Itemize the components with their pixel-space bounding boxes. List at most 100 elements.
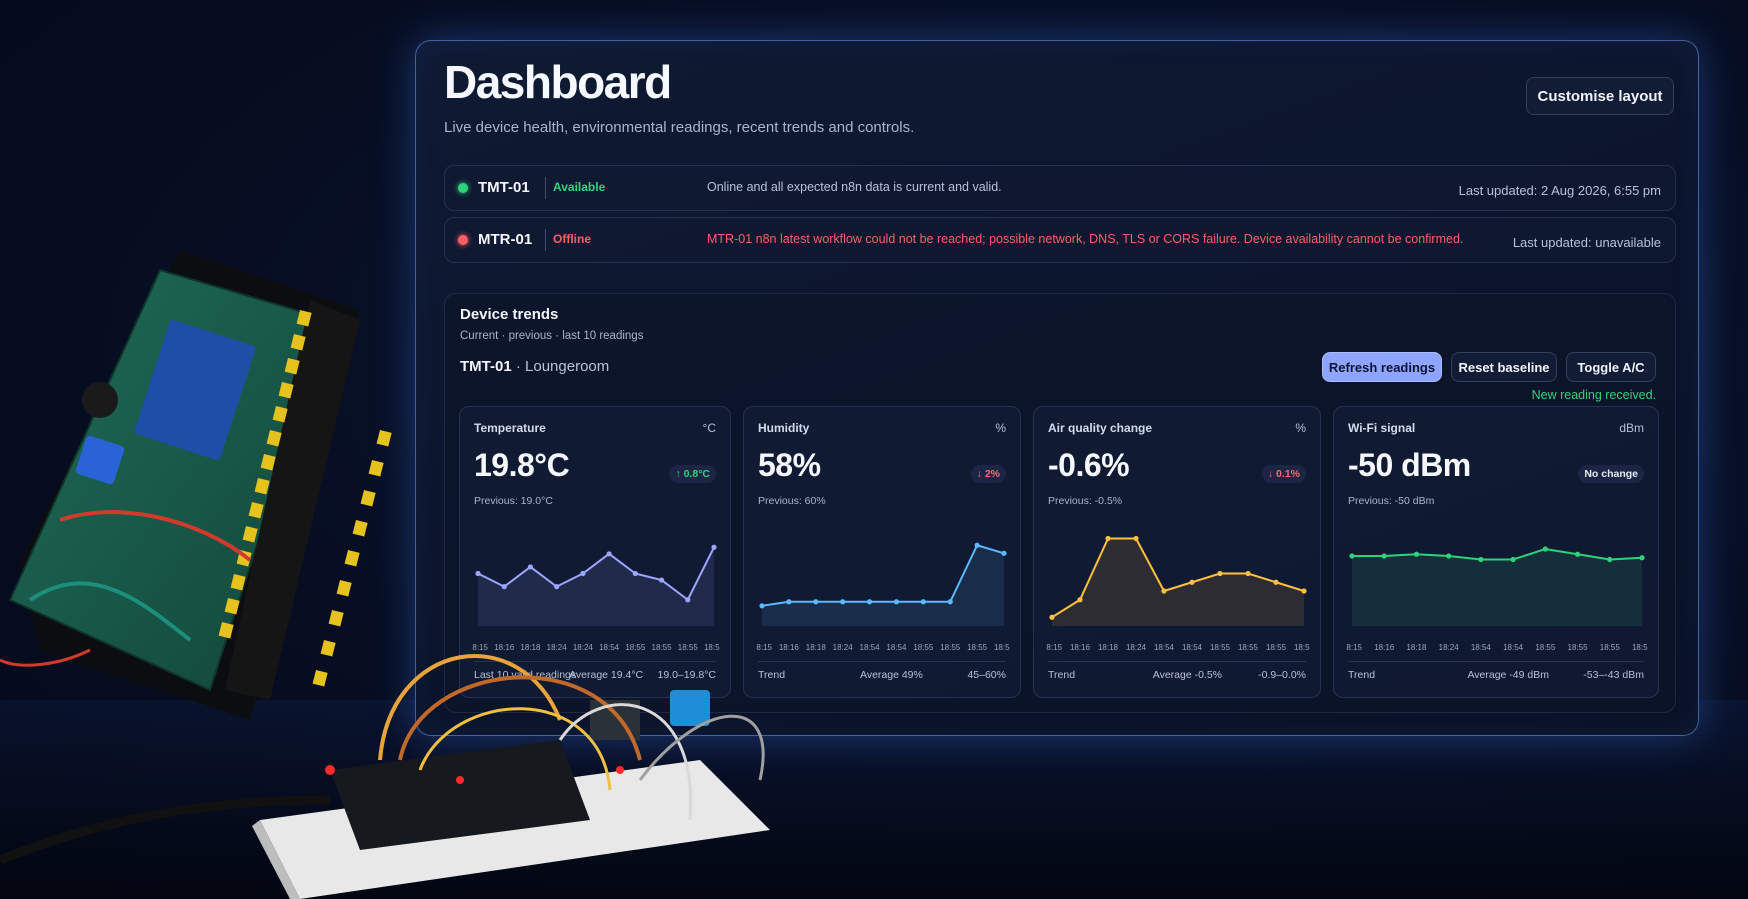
data-point [786, 599, 792, 605]
trend-area [1052, 538, 1304, 626]
footer-range: -0.9–0.0% [1258, 669, 1306, 681]
data-point [1607, 556, 1613, 563]
x-tick-label: 18:55 [1266, 643, 1287, 652]
data-point [1301, 588, 1307, 594]
data-point [947, 599, 953, 605]
customise-layout-button[interactable]: Customise layout [1526, 77, 1674, 115]
x-tick-label: 18:55 [1238, 643, 1259, 652]
x-tick-label: 18:16 [1374, 643, 1395, 652]
x-tick-label: 18:54 [1503, 643, 1524, 652]
data-point [813, 599, 819, 605]
divider [545, 229, 546, 251]
status-message: Online and all expected n8n data is curr… [707, 180, 1002, 194]
metric-card-air-quality[interactable]: Air quality change% -0.6% ↓ 0.1% Previous: … [1033, 406, 1321, 698]
x-tick-label: 18:55 [913, 643, 934, 652]
metric-name: Air quality change [1048, 421, 1153, 435]
trend-line [477, 546, 715, 602]
data-point [554, 584, 560, 590]
x-tick-label: 18:24 [547, 643, 568, 652]
page-subtitle: Live device health, environmental readin… [444, 119, 915, 136]
x-tick-label: 18:15 [1346, 643, 1363, 652]
data-point [1161, 588, 1167, 594]
trend-line [761, 544, 1005, 607]
data-point [1273, 579, 1279, 585]
data-point [866, 599, 873, 605]
footer-range: -53–-43 dBm [1583, 669, 1644, 681]
metric-value: -50 dBm [1348, 447, 1471, 483]
metric-name: Temperature [474, 421, 546, 435]
divider [1348, 661, 1644, 662]
trend-area [762, 545, 1004, 626]
refresh-readings-button[interactable]: Refresh readings [1322, 352, 1442, 382]
card-footer: Trend Average 49% 45–60% [758, 669, 1006, 685]
footer-label: Trend [1348, 669, 1376, 681]
x-tick-label: 18:24 [1439, 643, 1460, 652]
dashboard-window: Dashboard Live device health, environmen… [415, 40, 1699, 736]
divider [1048, 661, 1306, 662]
metric-card-temperature[interactable]: Temperature °C 19.8°C ↑ 0.8°C Previous: 19.0… [459, 406, 731, 698]
metric-unit: dBm [1619, 421, 1644, 435]
x-tick-label: 18:55 [994, 643, 1010, 652]
data-point [1381, 553, 1387, 559]
x-tick-label: 18:54 [886, 643, 907, 652]
data-point [1446, 553, 1452, 559]
data-point [632, 570, 638, 577]
metric-card-wifi-signal[interactable]: Wi-Fi signal dBm -50 dBm No change Previous:… [1333, 406, 1659, 698]
status-badge: Available [553, 180, 606, 194]
data-point [1542, 546, 1548, 552]
footer-range: 19.0–19.8°C [657, 669, 717, 681]
footer-average: Average -49 dBm [1467, 669, 1549, 681]
trend-area [478, 547, 714, 626]
x-tick-label: 18:55 [1535, 643, 1556, 652]
reset-baseline-button[interactable]: Reset baseline [1451, 352, 1557, 382]
footer-average: Average 49% [859, 669, 923, 681]
page-title: Dashboard [444, 56, 672, 108]
device-status-row[interactable]: MTR-01 Offline MTR-01 n8n latest workflo… [444, 217, 1676, 263]
data-point [475, 570, 481, 577]
x-tick-label: 18:18 [1406, 643, 1427, 652]
x-tick-label: 18:16 [779, 643, 800, 652]
data-point [1049, 614, 1055, 620]
previous-value: Previous: -0.5% [1048, 495, 1123, 507]
data-point [1510, 556, 1516, 563]
toggle-ac-button[interactable]: Toggle A/C [1566, 352, 1656, 382]
metric-unit: % [995, 421, 1006, 435]
metric-card-humidity[interactable]: Humidity%58%↓ 2%Previous: 60%18:1518:161… [743, 406, 1021, 698]
data-point [1413, 551, 1420, 557]
metric-value: 19.8°C [474, 447, 570, 483]
data-point [1349, 553, 1355, 559]
x-tick-label: 18:55 [1210, 643, 1231, 652]
last-updated: Last updated: 2 Aug 2026, 6:55 pm [1458, 183, 1661, 198]
x-tick-label: 18:16 [1070, 643, 1091, 652]
device-status-row[interactable]: TMT-01 Available Online and all expected… [444, 165, 1676, 211]
data-point [501, 584, 507, 590]
x-tick-label: 18:24 [1126, 643, 1147, 652]
change-badge: ↓ 0.1% [1261, 465, 1306, 483]
x-tick-label: 18:18 [1098, 643, 1119, 652]
footer-average: Average -0.5% [1152, 669, 1223, 681]
x-tick-label: 18:55 [652, 643, 673, 652]
x-tick-label: 18:15 [472, 643, 489, 652]
data-point [685, 597, 691, 603]
data-point [711, 544, 717, 550]
data-point [1077, 597, 1083, 603]
device-trends-section: Device trends Current · previous · last … [444, 293, 1676, 713]
x-tick-label: 18:54 [599, 643, 620, 652]
metric-unit: °C [702, 421, 716, 435]
footer-range: 45–60% [967, 669, 1006, 681]
data-point [1001, 550, 1007, 556]
data-point [893, 599, 900, 605]
card-footer: Trend Average -49 dBm -53–-43 dBm [1348, 669, 1644, 685]
last-updated: Last updated: unavailable [1512, 235, 1661, 250]
x-tick-label: 18:55 [704, 643, 720, 652]
x-tick-label: 18:55 [967, 643, 988, 652]
divider [474, 661, 716, 662]
trend-chart: 18:15 18:16 18:18 18:24 18:24 18:54 18:55 18:55… [472, 544, 720, 652]
data-point [1189, 579, 1195, 585]
x-tick-label: 18:55 [1632, 643, 1648, 652]
device-room: · Loungeroom [511, 358, 610, 375]
x-tick-label: 18:18 [806, 643, 827, 652]
reading-notice: New reading received. [1531, 388, 1656, 402]
selected-device: TMT-01 · Loungeroom [460, 358, 609, 375]
